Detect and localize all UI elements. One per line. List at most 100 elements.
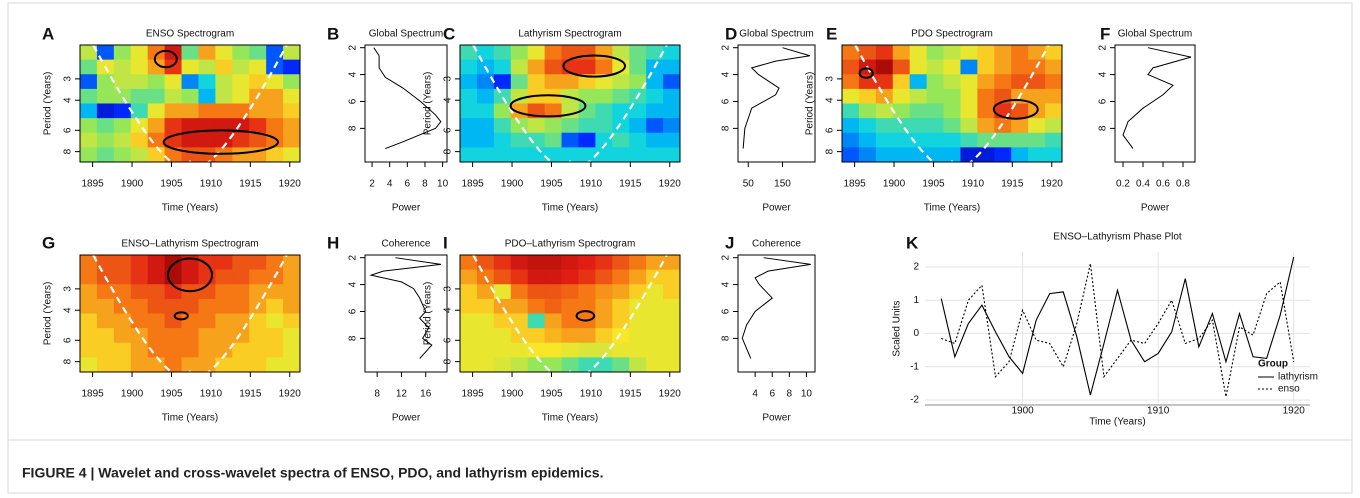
heatmap-cell <box>561 118 579 134</box>
heatmap-cell <box>1011 147 1029 163</box>
heatmap-cell <box>249 284 267 300</box>
heatmap-cell <box>977 74 995 90</box>
heatmap-cell <box>612 132 630 148</box>
heatmap-cell <box>181 313 199 329</box>
heatmap-cell <box>249 103 267 119</box>
x-tick-label: 1920 <box>659 179 682 190</box>
heatmap-cell <box>232 313 250 329</box>
heatmap-cell <box>527 118 546 134</box>
heatmap-cell <box>215 255 233 271</box>
heatmap-cell <box>476 284 495 300</box>
heatmap-cell <box>909 88 928 104</box>
heatmap-cell <box>266 88 284 104</box>
heatmap-cell <box>147 59 166 75</box>
x-tick-label: 2 <box>369 179 375 190</box>
x-tick-label: 0.2 <box>1116 179 1130 190</box>
heatmap-cell <box>544 255 562 271</box>
x-tick-label: 8 <box>374 389 380 400</box>
heatmap-cell <box>198 342 216 358</box>
x-tick-label: 12 <box>396 389 408 400</box>
heatmap-cell <box>561 255 579 271</box>
plot-frame <box>79 254 301 373</box>
heatmap-cell <box>612 328 630 344</box>
heatmap-cell <box>544 45 562 61</box>
heatmap-cell <box>130 88 149 104</box>
heatmap-cell <box>595 59 613 75</box>
heatmap-cell <box>646 357 664 373</box>
heatmap-cell <box>476 255 495 271</box>
heatmap-cell <box>130 342 149 358</box>
heatmap-cell <box>283 132 301 148</box>
heatmap-cell <box>476 103 495 119</box>
heatmap-cell <box>646 88 664 104</box>
heatmap-cell <box>544 269 562 285</box>
y-tick-label: 4 <box>443 307 454 313</box>
y-tick-label: 6 <box>721 98 732 104</box>
x-axis-label: Time (Years) <box>162 203 219 214</box>
heatmap-cell <box>960 59 978 75</box>
heatmap-cell <box>96 132 115 148</box>
y-tick-label: 6 <box>825 127 836 133</box>
heatmap-cell <box>527 255 546 271</box>
x-tick-label: 1905 <box>540 179 563 190</box>
y-tick-label: 4 <box>348 71 359 77</box>
heatmap-cell <box>663 88 681 104</box>
plot-frame <box>737 44 816 163</box>
heatmap-cell <box>663 269 681 285</box>
y-tick-label: 3 <box>825 76 836 82</box>
legend-title: Group <box>1258 359 1288 370</box>
x-tick-label: 8 <box>422 179 428 190</box>
heatmap-cell <box>629 147 647 163</box>
heatmap-cell <box>283 284 301 300</box>
panel-title: Global Spectrum <box>739 29 813 40</box>
y-axis-label: Period (Years) <box>423 282 434 346</box>
heatmap-cell <box>181 74 199 90</box>
heatmap-cell <box>476 328 495 344</box>
y-tick-label: 8 <box>1098 125 1109 131</box>
heatmap-cell <box>266 342 284 358</box>
heatmap-cell <box>460 342 478 358</box>
heatmap-cell <box>232 118 250 134</box>
y-tick-label: 2 <box>721 44 732 50</box>
heatmap-cell <box>249 74 267 90</box>
heatmap-cell <box>1028 147 1046 163</box>
heatmap-cell <box>181 45 199 61</box>
heatmap-cell <box>181 298 199 314</box>
heatmap-cell <box>977 59 995 75</box>
y-tick-label: 8 <box>721 125 732 131</box>
panel-title: Coherence <box>752 239 801 250</box>
heatmap-cell <box>147 255 166 271</box>
heatmap-cell <box>113 45 132 61</box>
heatmap-cell <box>926 118 944 134</box>
heatmap-cell <box>130 45 149 61</box>
heatmap-cell <box>892 88 911 104</box>
x-tick-label: 1910 <box>580 179 603 190</box>
heatmap-cell <box>561 328 579 344</box>
heatmap-cell <box>1011 103 1029 119</box>
panel-letter: H <box>327 233 339 252</box>
heatmap-cell <box>909 74 928 90</box>
heatmap-cell <box>215 357 233 373</box>
x-tick-label: 1910 <box>962 179 985 190</box>
heatmap-cell <box>80 255 98 271</box>
heatmap-cell <box>164 74 182 90</box>
significance-contour <box>858 67 874 79</box>
heatmap-cell <box>113 132 132 148</box>
heatmap-cell <box>629 255 647 271</box>
y-tick-label: 8 <box>825 148 836 154</box>
heatmap-cell <box>994 59 1012 75</box>
heatmap-cell <box>510 298 529 314</box>
heatmap-cell <box>96 284 115 300</box>
heatmap-cell <box>629 59 647 75</box>
heatmap-cell <box>249 45 267 61</box>
heatmap-cell <box>493 255 512 271</box>
heatmap-cell <box>612 147 630 163</box>
y-tick-label: 4 <box>825 97 836 103</box>
heatmap-cell <box>578 132 596 148</box>
heatmap-cell <box>249 132 267 148</box>
heatmap-cell <box>892 147 911 163</box>
plot-frame <box>459 44 681 163</box>
heatmap-cell <box>612 269 630 285</box>
heatmap-cell <box>476 74 495 90</box>
heatmap-cell <box>113 328 132 344</box>
